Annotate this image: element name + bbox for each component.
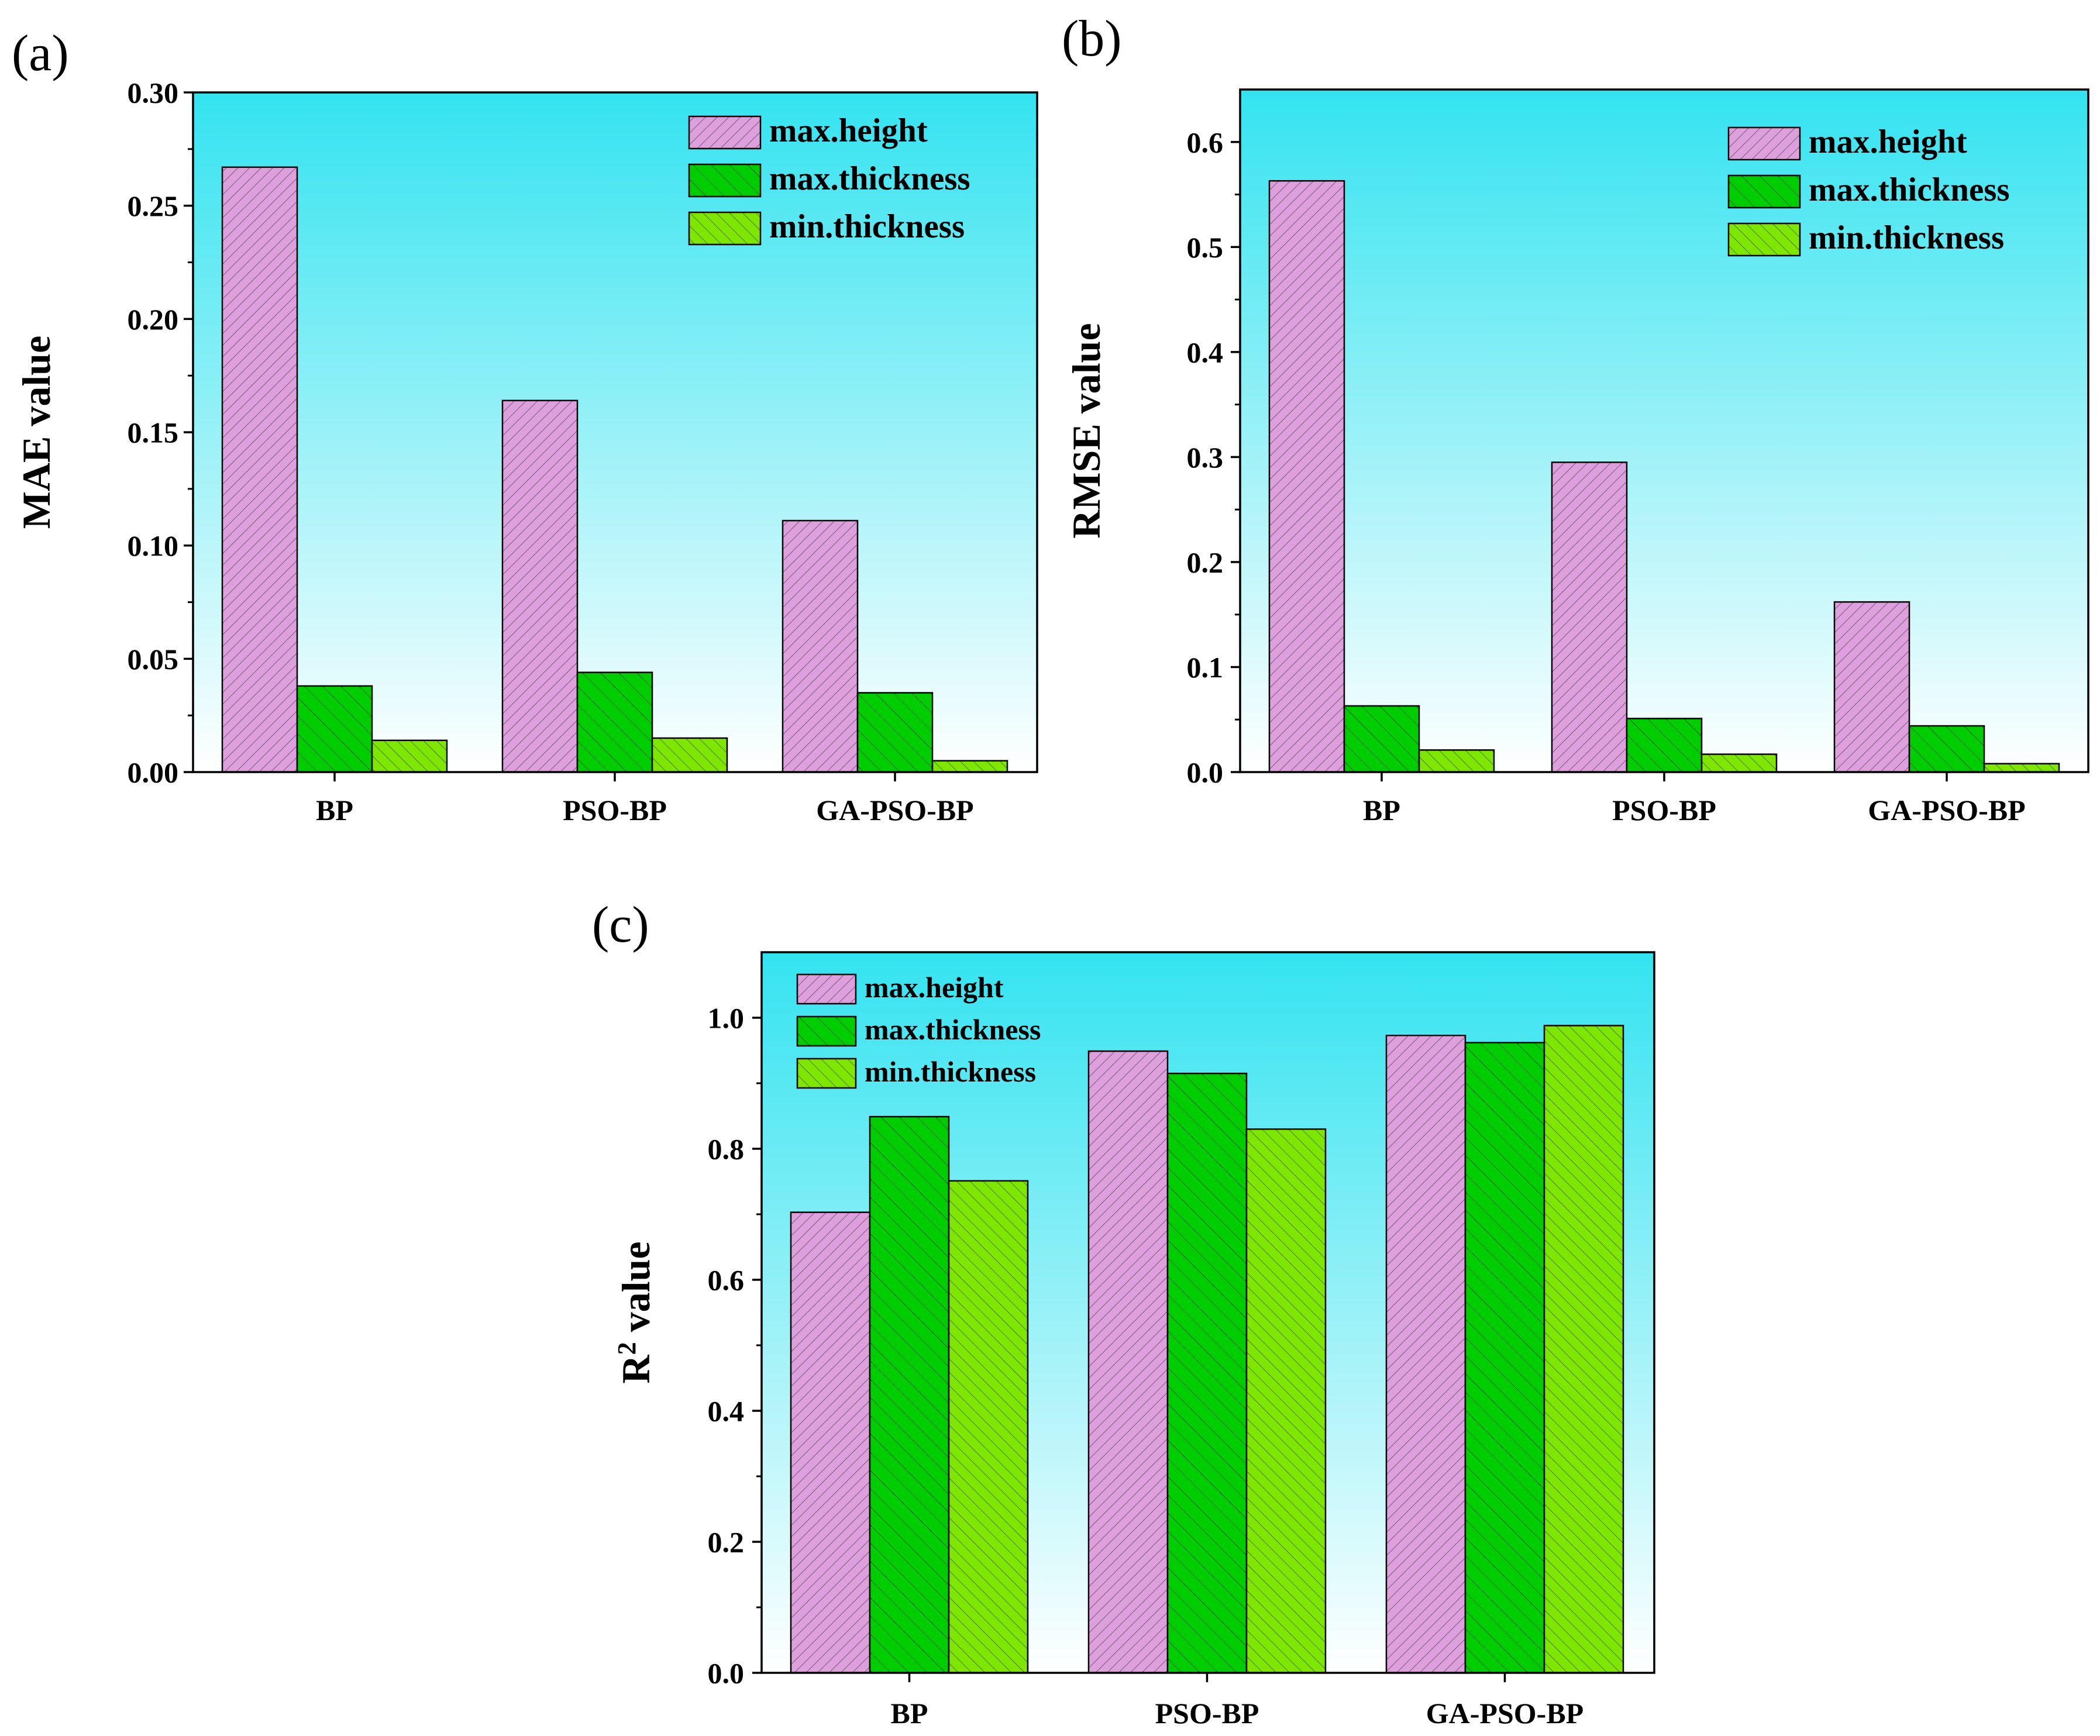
y-tick-label: 0.0 — [708, 1657, 745, 1690]
panel-label: (c) — [592, 897, 649, 953]
panel-label: (b) — [1062, 11, 1122, 67]
y-axis-title: MAE value — [14, 336, 58, 529]
x-category-label-pso-bp: PSO-BP — [1155, 1697, 1259, 1730]
y-tick-label: 0.1 — [1187, 651, 1224, 684]
bar-max-thickness-pso-bp — [1166, 1072, 1248, 1674]
y-tick-label: 0.6 — [708, 1264, 745, 1297]
r2-chart: 0.0 0.2 0.4 0.6 0.8 1.0 BP PSO-BP GA-PSO-BP R2 va… — [592, 897, 1655, 1730]
legend-label-max-thickness: max.thickness — [769, 160, 970, 197]
y-tick-label: 0.6 — [1187, 126, 1224, 159]
x-category-label-bp: BP — [891, 1697, 928, 1730]
y-tick-label: 0.4 — [1187, 336, 1224, 368]
y-tick-label: 0.5 — [1187, 231, 1224, 264]
legend-label-max-thickness: max.thickness — [865, 1013, 1041, 1046]
mae-chart: 0.00 0.05 0.10 0.15 0.20 0.25 0.30 BP PSO-BP GA-P… — [12, 25, 1038, 826]
y-tick-label: 0.15 — [128, 416, 179, 449]
legend-label-max-height: max.height — [865, 971, 1004, 1004]
bar-min-thickness-bp — [371, 739, 448, 773]
bar-max-thickness-pso-bp — [576, 671, 653, 773]
legend-swatch-max-height — [796, 973, 857, 1005]
bar-max-height-bp — [790, 1211, 871, 1674]
legend-label-max-height: max.height — [1809, 123, 1967, 160]
y-tick-label: 1.0 — [708, 1002, 745, 1035]
bar-max-thickness-bp — [296, 685, 373, 773]
bar-max-thickness-pso-bp — [1626, 718, 1703, 773]
y-axis-title: RMSE value — [1064, 323, 1108, 538]
legend-swatch-max-height — [1727, 126, 1801, 161]
bar-max-thickness-ga-pso-bp — [1464, 1042, 1545, 1674]
plot-area — [193, 92, 1037, 772]
bar-min-thickness-pso-bp — [651, 737, 728, 773]
bar-max-thickness-ga-pso-bp — [856, 692, 934, 773]
y-tick-label: 0.3 — [1187, 441, 1224, 474]
legend-label-max-height: max.height — [769, 112, 928, 149]
legend-swatch-max-height — [688, 115, 762, 150]
bar-max-height-bp — [1268, 180, 1345, 773]
x-category-label-ga-pso-bp: GA-PSO-BP — [1868, 794, 2025, 826]
y-tick-label: 0.05 — [128, 643, 179, 676]
bar-max-height-ga-pso-bp — [782, 519, 859, 773]
bar-min-thickness-bp — [1418, 749, 1495, 773]
bar-max-height-ga-pso-bp — [1385, 1034, 1466, 1674]
y-tick-label: 0.10 — [128, 529, 179, 562]
legend-swatch-max-thickness — [1727, 174, 1801, 209]
bar-max-thickness-bp — [869, 1115, 950, 1674]
legend-swatch-max-thickness — [796, 1015, 857, 1047]
y-tick-label: 0.00 — [128, 756, 179, 789]
y-tick-label: 0.4 — [708, 1395, 745, 1428]
x-category-label-bp: BP — [1363, 794, 1400, 826]
legend-label-min-thickness: min.thickness — [1809, 219, 2004, 256]
y-tick-label: 0.0 — [1187, 756, 1224, 789]
rmse-chart: 0.0 0.1 0.2 0.3 0.4 0.5 0.6 BP PSO-BP GA-PSO-BP RM… — [1062, 11, 2089, 826]
bar-min-thickness-ga-pso-bp — [931, 760, 1008, 773]
y-tick-label: 0.2 — [1187, 546, 1224, 578]
bar-max-height-pso-bp — [1551, 461, 1628, 773]
y-tick-label: 0.25 — [128, 190, 179, 222]
legend-label-max-thickness: max.thickness — [1809, 171, 2010, 208]
y-tick-label: 0.8 — [708, 1133, 745, 1166]
x-category-label-ga-pso-bp: GA-PSO-BP — [1426, 1697, 1583, 1730]
x-category-label-pso-bp: PSO-BP — [563, 794, 667, 826]
bar-min-thickness-pso-bp — [1245, 1128, 1327, 1674]
bar-min-thickness-bp — [948, 1180, 1029, 1674]
legend-swatch-min-thickness — [796, 1058, 857, 1089]
bar-max-height-bp — [221, 166, 298, 773]
legend-swatch-min-thickness — [688, 211, 762, 246]
bar-max-thickness-bp — [1343, 705, 1420, 773]
x-category-label-ga-pso-bp: GA-PSO-BP — [816, 794, 973, 826]
y-axis-title: R2 value — [612, 1241, 659, 1383]
bar-max-height-pso-bp — [501, 399, 579, 773]
x-category-label-bp: BP — [316, 794, 353, 826]
panel-label: (a) — [12, 25, 69, 82]
legend-swatch-max-thickness — [688, 163, 762, 198]
y-tick-label: 0.20 — [128, 303, 179, 336]
bar-min-thickness-ga-pso-bp — [1983, 763, 2060, 773]
y-tick-label: 0.2 — [708, 1526, 745, 1559]
y-tick-label: 0.30 — [128, 77, 179, 109]
bar-min-thickness-pso-bp — [1700, 753, 1778, 773]
legend-label-min-thickness: min.thickness — [769, 208, 965, 245]
bar-max-height-pso-bp — [1087, 1050, 1169, 1674]
x-category-label-pso-bp: PSO-BP — [1612, 794, 1716, 826]
legend-swatch-min-thickness — [1727, 222, 1801, 257]
bar-max-height-ga-pso-bp — [1833, 601, 1910, 773]
legend-label-min-thickness: min.thickness — [865, 1055, 1036, 1088]
bar-min-thickness-ga-pso-bp — [1543, 1025, 1624, 1674]
plot-area — [1240, 89, 2088, 772]
bar-max-thickness-ga-pso-bp — [1908, 725, 1985, 773]
